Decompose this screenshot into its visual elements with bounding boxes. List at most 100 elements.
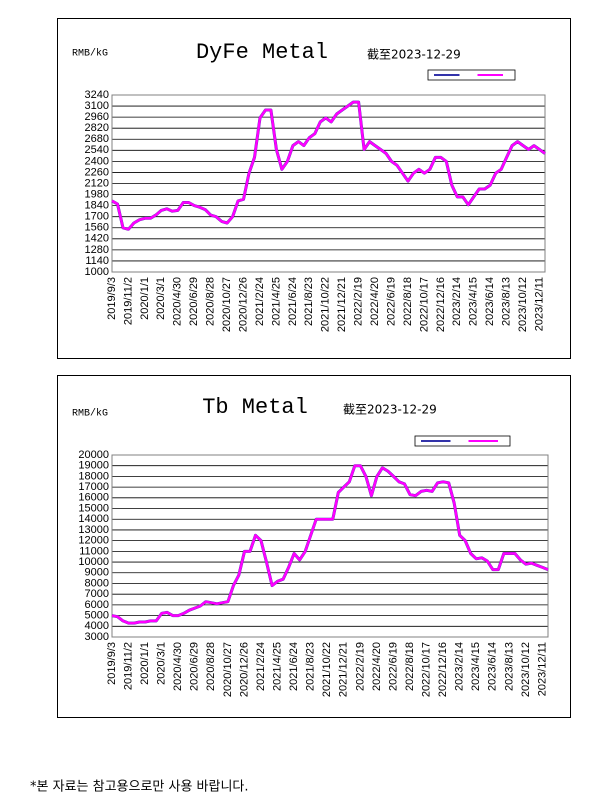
y-tick-label: 5000 [85, 609, 109, 621]
x-tick-label: 2023/12/11 [533, 277, 545, 331]
x-tick-label: 2021/4/25 [270, 277, 282, 326]
x-tick-label: 2022/6/19 [385, 277, 397, 326]
y-tick-label: 12000 [78, 535, 109, 547]
x-tick-label: 2023/6/14 [484, 277, 496, 326]
x-tick-label: 2020/8/28 [205, 642, 217, 691]
x-tick-label: 2020/10/27 [221, 277, 233, 332]
x-tick-label: 2021/12/21 [338, 642, 350, 697]
y-tick-label: 2960 [85, 111, 109, 123]
x-tick-label: 2020/8/28 [205, 277, 217, 326]
y-tick-label: 9000 [85, 567, 109, 579]
y-tick-label: 15000 [78, 502, 109, 514]
x-tick-label: 2019/11/2 [122, 277, 134, 325]
y-tick-label: 1700 [85, 211, 109, 223]
x-tick-label: 2020/12/26 [237, 277, 249, 332]
x-tick-label: 2021/6/24 [287, 277, 299, 326]
x-tick-label: 2022/8/18 [402, 277, 414, 326]
x-tick-label: 2022/4/20 [369, 277, 381, 326]
y-tick-label: 4000 [85, 620, 109, 632]
y-tick-label: 1280 [85, 244, 109, 256]
x-tick-label: 2022/4/20 [371, 642, 383, 691]
y-tick-label: 13000 [78, 524, 109, 536]
y-tick-label: 11000 [79, 545, 109, 557]
y-tick-label: 20000 [78, 449, 109, 461]
x-tick-label: 2021/10/22 [320, 277, 332, 332]
x-tick-label: 2023/10/12 [517, 277, 529, 332]
y-tick-label: 19000 [78, 460, 109, 472]
footnote: *본 자료는 참고용으로만 사용 바랍니다. [30, 780, 249, 795]
y-tick-label: 2260 [85, 166, 109, 178]
chart-subtitle: 截至2023-12-29 [343, 403, 437, 417]
x-tick-label: 2023/2/14 [454, 642, 466, 691]
chart-title: Tb Metal [202, 395, 308, 420]
chart-title: DyFe Metal [196, 40, 328, 65]
series-line [111, 464, 549, 625]
y-tick-label: 14000 [78, 513, 109, 525]
x-tick-label: 2020/1/1 [139, 277, 151, 320]
y-tick-label: 3100 [85, 100, 109, 112]
chart-frame [57, 375, 571, 718]
x-tick-label: 2023/12/11 [536, 642, 548, 696]
y-tick-label: 2820 [85, 122, 109, 134]
x-tick-label: 2021/6/24 [288, 642, 300, 691]
y-tick-label: 1980 [85, 188, 109, 200]
x-tick-label: 2022/6/19 [387, 642, 399, 691]
y-tick-label: 2400 [85, 155, 109, 167]
x-tick-label: 2020/12/26 [238, 642, 250, 697]
x-tick-label: 2022/2/19 [354, 642, 366, 691]
y-tick-label: 3240 [85, 89, 109, 101]
y-tick-label: 1840 [85, 200, 109, 212]
x-tick-label: 2022/10/17 [418, 277, 430, 332]
plot-border [111, 94, 546, 273]
y-tick-label: 10000 [78, 556, 109, 568]
x-tick-label: 2020/3/1 [155, 277, 167, 320]
y-tick-label: 18000 [78, 470, 109, 482]
x-tick-label: 2022/10/17 [421, 642, 433, 697]
x-tick-label: 2023/8/13 [503, 642, 515, 691]
x-tick-label: 2020/4/30 [172, 277, 184, 326]
legend-box [427, 69, 516, 81]
y-tick-label: 7000 [85, 588, 109, 600]
plot-border [111, 454, 549, 638]
y-tick-label: 2120 [85, 177, 109, 189]
y-axis-label: RMB/kG [72, 408, 108, 420]
x-tick-label: 2023/6/14 [487, 642, 499, 691]
x-tick-label: 2020/6/29 [189, 642, 201, 691]
chart-subtitle: 截至2023-12-29 [367, 48, 461, 62]
x-tick-label: 2021/4/25 [272, 642, 284, 691]
y-tick-label: 6000 [85, 599, 109, 611]
x-tick-label: 2021/12/21 [336, 277, 348, 332]
y-tick-label: 1140 [85, 255, 109, 267]
x-tick-label: 2019/11/2 [123, 642, 135, 690]
y-tick-label: 8000 [85, 577, 109, 589]
x-tick-label: 2022/2/19 [353, 277, 365, 326]
x-tick-label: 2020/4/30 [172, 642, 184, 691]
x-tick-label: 2022/12/16 [437, 642, 449, 697]
y-tick-label: 1000 [85, 266, 109, 278]
x-tick-label: 2021/2/24 [255, 642, 267, 691]
x-tick-label: 2023/4/15 [468, 277, 480, 326]
y-tick-label: 16000 [78, 492, 109, 504]
x-tick-label: 2022/12/16 [435, 277, 447, 332]
x-tick-label: 2021/10/22 [321, 642, 333, 697]
x-tick-label: 2019/9/3 [106, 642, 118, 685]
y-tick-label: 17000 [78, 481, 109, 493]
x-tick-label: 2020/6/29 [188, 277, 200, 326]
x-tick-label: 2023/2/14 [451, 277, 463, 326]
x-tick-label: 2020/3/1 [156, 642, 168, 685]
legend-box [414, 435, 511, 447]
y-tick-label: 2680 [85, 133, 109, 145]
x-tick-label: 2021/8/23 [303, 277, 315, 326]
y-tick-label: 2540 [85, 144, 109, 156]
x-tick-label: 2021/8/23 [305, 642, 317, 691]
x-tick-label: 2023/4/15 [470, 642, 482, 691]
y-tick-label: 1560 [85, 222, 109, 234]
y-tick-label: 1420 [85, 233, 109, 245]
series-line [111, 100, 546, 231]
y-axis-label: RMB/kG [72, 48, 108, 60]
x-tick-label: 2019/9/3 [106, 277, 118, 320]
x-tick-label: 2021/2/24 [254, 277, 266, 326]
x-tick-label: 2023/8/13 [501, 277, 513, 326]
x-tick-label: 2020/1/1 [139, 642, 151, 685]
